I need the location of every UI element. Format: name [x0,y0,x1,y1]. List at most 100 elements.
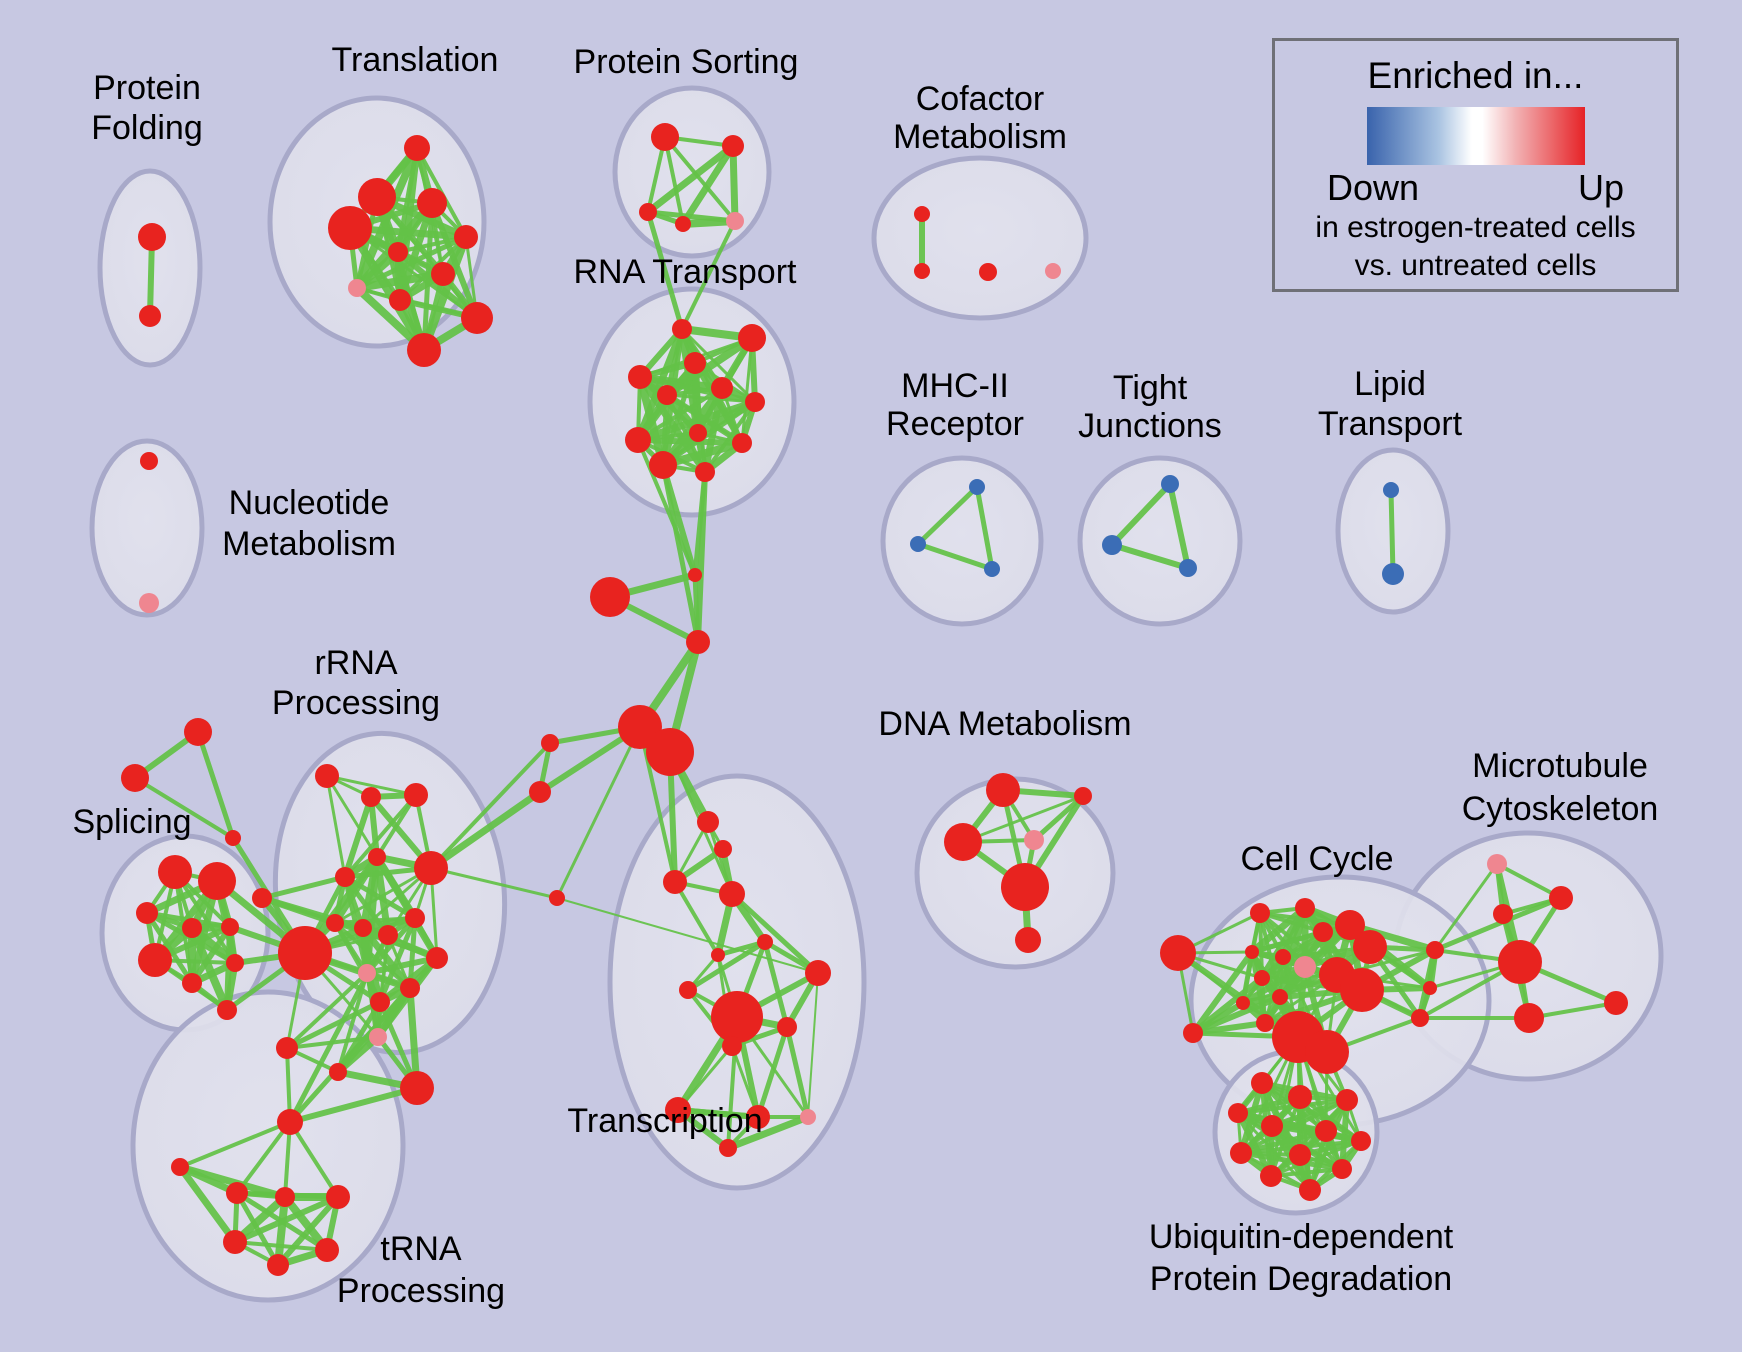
node-rna_transport-9[interactable] [732,433,752,453]
node-translation-7[interactable] [348,279,366,297]
node-splicing-0[interactable] [158,855,192,889]
node-cell_cycle-20[interactable] [1411,1009,1429,1027]
node-protein_folding-1[interactable] [139,305,161,327]
node-ubiquitin_degradation-5[interactable] [1315,1120,1337,1142]
node-splicing-2[interactable] [136,902,158,924]
node-ubiquitin_degradation-8[interactable] [1289,1144,1311,1166]
node-rna_transport-6[interactable] [745,392,765,412]
node-splicing_triangle-1[interactable] [121,764,149,792]
node-ubiquitin_degradation-2[interactable] [1336,1089,1358,1111]
node-microtubule_cytoskeleton-2[interactable] [1493,904,1513,924]
node-cell_cycle-11[interactable] [1340,968,1384,1012]
node-transcription-10[interactable] [722,1036,742,1056]
node-rrna_processing-9[interactable] [405,908,425,928]
node-cofactor_metabolism-2[interactable] [979,263,997,281]
node-trna_processing-2[interactable] [226,1182,248,1204]
node-cell_cycle-2[interactable] [1250,903,1270,923]
node-rrna_processing-8[interactable] [354,919,372,937]
node-ubiquitin_degradation-1[interactable] [1288,1085,1312,1109]
node-splicing-8[interactable] [217,1000,237,1020]
node-transcription-3[interactable] [719,881,745,907]
node-connectors-6[interactable] [529,781,551,803]
node-rrna_processing-11[interactable] [426,947,448,969]
node-splicing-4[interactable] [221,918,239,936]
node-splicing-3[interactable] [182,918,202,938]
node-translation-3[interactable] [328,206,372,250]
node-cell_cycle-9[interactable] [1353,930,1387,964]
node-rna_transport-3[interactable] [628,365,652,389]
node-splicing-5[interactable] [138,943,172,977]
node-ubiquitin_degradation-6[interactable] [1351,1131,1371,1151]
node-rrna_processing-6[interactable] [252,888,272,908]
node-mhc_receptor-0[interactable] [969,479,985,495]
node-cofactor_metabolism-0[interactable] [914,206,930,222]
node-cell_cycle-1[interactable] [1183,1023,1203,1043]
node-rna_transport-10[interactable] [649,451,677,479]
node-rna_transport-11[interactable] [695,462,715,482]
node-trna_processing-6[interactable] [315,1238,339,1262]
node-rrna_processing-7[interactable] [326,914,344,932]
node-trna_processing-0[interactable] [277,1109,303,1135]
node-ubiquitin_degradation-10[interactable] [1260,1165,1282,1187]
node-connectors-5[interactable] [541,734,559,752]
node-dna_metabolism-3[interactable] [1024,830,1044,850]
node-lipid_transport-0[interactable] [1383,482,1399,498]
node-rrna_processing-5[interactable] [414,851,448,885]
node-trna_processing-5[interactable] [223,1230,247,1254]
node-cell_cycle-5[interactable] [1275,949,1291,965]
node-rrna_processing-12[interactable] [358,964,376,982]
node-transcription-2[interactable] [663,870,687,894]
node-microtubule_cytoskeleton-4[interactable] [1514,1003,1544,1033]
node-cell_cycle-15[interactable] [1236,996,1250,1010]
node-ubiquitin_degradation-0[interactable] [1251,1072,1273,1094]
node-transcription-11[interactable] [665,1097,691,1123]
node-trna_processing-3[interactable] [275,1187,295,1207]
node-transcription-0[interactable] [697,811,719,833]
node-protein_sorting-2[interactable] [639,203,657,221]
node-trna_processing-1[interactable] [171,1158,189,1176]
node-rrna_processing-18[interactable] [329,1063,347,1081]
node-rrna_processing-4[interactable] [335,867,355,887]
node-nucleotide_metabolism-1[interactable] [139,593,159,613]
node-transcription-1[interactable] [714,840,732,858]
node-nucleotide_metabolism-0[interactable] [140,452,158,470]
node-cell_cycle-6[interactable] [1294,956,1316,978]
node-translation-10[interactable] [407,333,441,367]
node-connectors-0[interactable] [590,577,630,617]
node-rrna_processing-10[interactable] [378,925,398,945]
node-cell_cycle-13[interactable] [1272,989,1288,1005]
node-rna_transport-0[interactable] [672,319,692,339]
node-rrna_processing-1[interactable] [361,787,381,807]
node-dna_metabolism-0[interactable] [986,773,1020,807]
node-cell_cycle-17[interactable] [1305,1030,1349,1074]
node-cell_cycle-12[interactable] [1254,970,1270,986]
node-cell_cycle-4[interactable] [1245,945,1259,959]
node-rrna_processing-0[interactable] [315,764,339,788]
node-rrna_processing-15[interactable] [278,926,332,980]
node-dna_metabolism-1[interactable] [1074,787,1092,805]
node-ubiquitin_degradation-9[interactable] [1332,1159,1352,1179]
node-translation-4[interactable] [388,242,408,262]
node-cofactor_metabolism-1[interactable] [914,263,930,279]
node-microtubule_cytoskeleton-0[interactable] [1487,854,1507,874]
node-ubiquitin_degradation-4[interactable] [1261,1115,1283,1137]
node-rna_transport-8[interactable] [625,427,651,453]
node-cell_cycle-19[interactable] [1423,981,1437,995]
node-rrna_processing-16[interactable] [549,890,565,906]
node-cell_cycle-3[interactable] [1295,898,1315,918]
node-rna_transport-5[interactable] [711,377,733,399]
node-tight_junctions-0[interactable] [1161,475,1179,493]
node-protein_sorting-1[interactable] [722,135,744,157]
node-ubiquitin_degradation-7[interactable] [1230,1142,1252,1164]
node-rna_transport-7[interactable] [689,424,707,442]
node-rrna_processing-13[interactable] [400,978,420,998]
node-protein_sorting-0[interactable] [651,123,679,151]
node-cofactor_metabolism-3[interactable] [1045,263,1061,279]
node-mhc_receptor-1[interactable] [910,536,926,552]
node-transcription-4[interactable] [757,934,773,950]
node-cell_cycle-0[interactable] [1160,935,1196,971]
node-cell_cycle-8[interactable] [1335,910,1365,940]
node-splicing-7[interactable] [182,973,202,993]
node-rrna_processing-14[interactable] [370,992,390,1012]
node-rna_transport-2[interactable] [684,352,706,374]
